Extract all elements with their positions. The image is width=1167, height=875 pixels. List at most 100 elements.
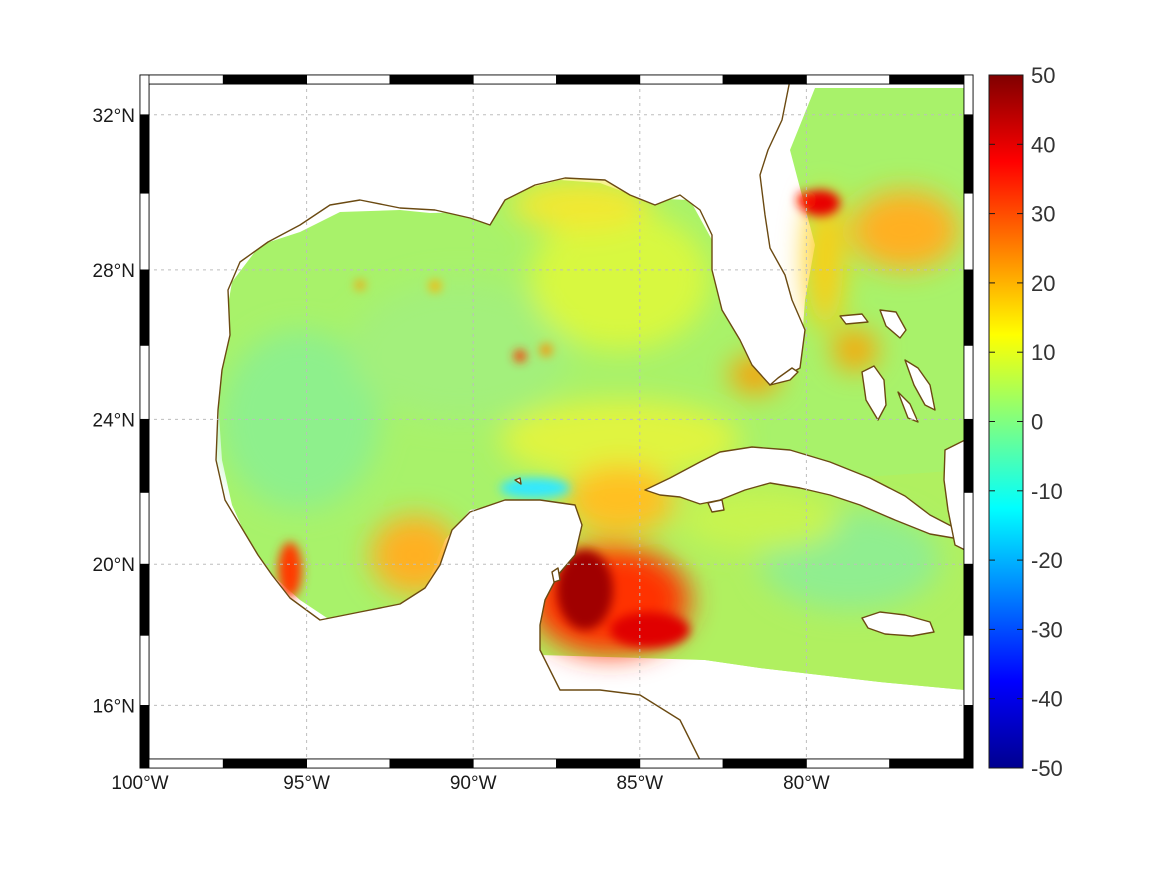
frame-segment-right-9 [963, 74, 974, 116]
field-spot-5 [797, 192, 813, 208]
frame-segment-top-8 [806, 74, 891, 85]
frame-segment-top-5 [556, 74, 641, 85]
field-blob-bahamas [833, 330, 877, 370]
lon-tick-label: 100°W [111, 773, 168, 794]
colorbar-tick-label: 0 [1031, 410, 1043, 435]
field-blob-caribbean-core [557, 550, 613, 630]
frame-segment-left-0 [139, 705, 150, 769]
colorbar-tick-label: 20 [1031, 271, 1055, 296]
frame-segment-bottom-3 [389, 758, 474, 769]
land-north-america [140, 79, 806, 768]
frame-segment-right-3 [963, 491, 974, 565]
field-spot-3 [355, 280, 365, 290]
frame-segment-bottom-6 [639, 758, 724, 769]
lat-tick-label: 28°N [93, 261, 135, 282]
frame-segment-left-3 [139, 491, 150, 565]
map-panel [139, 74, 974, 769]
frame-segment-left-9 [139, 74, 150, 116]
frame-segment-right-7 [963, 192, 974, 271]
lat-tick-label: 16°N [93, 696, 135, 717]
map-frame [139, 74, 974, 769]
field-blob-yucatan-channel [565, 465, 675, 535]
frame-segment-top-7 [722, 74, 807, 85]
land-andros [861, 365, 887, 421]
frame-segment-left-1 [139, 634, 150, 706]
frame-segment-left-8 [139, 114, 150, 194]
ocean-field [218, 88, 965, 690]
frame-segment-top-3 [389, 74, 474, 85]
field-blob-western-gulf [220, 330, 380, 510]
field-blob-central-gulf [350, 280, 570, 420]
frame-segment-right-2 [963, 563, 974, 636]
frame-segment-right-6 [963, 269, 974, 346]
frame-segment-left-2 [139, 563, 150, 636]
frame-segment-top-0 [139, 74, 224, 85]
land-jamaica [861, 611, 935, 637]
field-blob-honduras [610, 612, 690, 648]
frame-segment-bottom-7 [722, 758, 807, 769]
land-florida-keys [769, 367, 799, 386]
frame-segment-right-0 [963, 705, 974, 769]
lon-tick-label: 90°W [450, 773, 497, 794]
land-layer [140, 79, 966, 768]
colorbar-tick-label: 50 [1031, 63, 1055, 88]
frame-segment-bottom-2 [306, 758, 391, 769]
colorbar-tick-label: -10 [1031, 479, 1063, 504]
frame-segment-left-6 [139, 269, 150, 346]
lat-tick-label: 32°N [93, 106, 135, 127]
frame-segment-right-8 [963, 114, 974, 194]
land-grand-bahama [839, 313, 869, 325]
land-great-exuma [897, 391, 919, 423]
colorbar-tick-label: -40 [1031, 687, 1063, 712]
frame-segment-left-5 [139, 344, 150, 420]
longitude-tick-labels: 100°W 95°W 90°W 85°W 80°W [111, 773, 829, 794]
colorbar: 50 40 30 20 10 0 -10 -20 -30 -40 -50 [988, 63, 1063, 781]
field-blob-atlantic-east [850, 190, 960, 270]
frame-segment-bottom-5 [556, 758, 641, 769]
frame-segment-top-9 [889, 74, 974, 85]
field-spot-4 [429, 280, 441, 292]
frame-segment-right-1 [963, 634, 974, 706]
field-blob-eastern-gulf [530, 210, 710, 350]
frame-segment-bottom-4 [472, 758, 557, 769]
lon-tick-label: 85°W [616, 773, 663, 794]
land-eleuthera [904, 359, 936, 411]
frame-segment-left-7 [139, 192, 150, 271]
frame-segment-bottom-0 [139, 758, 224, 769]
frame-segment-top-6 [639, 74, 724, 85]
colorbar-tick-label: 10 [1031, 340, 1055, 365]
frame-segment-top-1 [222, 74, 308, 85]
lon-tick-label: 80°W [783, 773, 830, 794]
frame-segment-right-5 [963, 344, 974, 420]
land-isle-of-youth [707, 499, 725, 513]
frame-segment-bottom-8 [806, 758, 891, 769]
land-alacranes [514, 477, 522, 485]
colorbar-tick-label: -30 [1031, 617, 1063, 642]
lon-tick-label: 95°W [283, 773, 330, 794]
lat-tick-label: 24°N [93, 410, 135, 431]
latitude-tick-labels: 32°N 28°N 24°N 20°N 16°N [93, 106, 135, 718]
colorbar-tick-label: 40 [1031, 132, 1055, 157]
field-spot-1 [514, 350, 526, 362]
field-blob-gulf-south [500, 400, 740, 480]
field-blob-atlantic-column [807, 190, 843, 330]
colorbar-tick-label: -50 [1031, 756, 1063, 781]
colorbar-tick-labels: 50 40 30 20 10 0 -10 -20 -30 -40 -50 [989, 63, 1063, 781]
frame-segment-top-2 [306, 74, 391, 85]
graticule [140, 75, 973, 768]
land-abaco [879, 309, 907, 339]
frame-segment-bottom-1 [222, 758, 308, 769]
lat-tick-label: 20°N [93, 555, 135, 576]
frame-segment-right-4 [963, 418, 974, 493]
field-spot-2 [540, 344, 552, 356]
frame-segment-top-4 [472, 74, 557, 85]
field-blob-north-gulf [510, 180, 650, 230]
colorbar-tick-label: 30 [1031, 202, 1055, 227]
field-blob-yucatan-north [500, 478, 570, 498]
land-cozumel [551, 567, 561, 583]
field-blob-veracruz [278, 542, 302, 598]
frame-segment-left-4 [139, 418, 150, 493]
frame-segment-bottom-9 [889, 758, 974, 769]
colorbar-tick-label: -20 [1031, 548, 1063, 573]
